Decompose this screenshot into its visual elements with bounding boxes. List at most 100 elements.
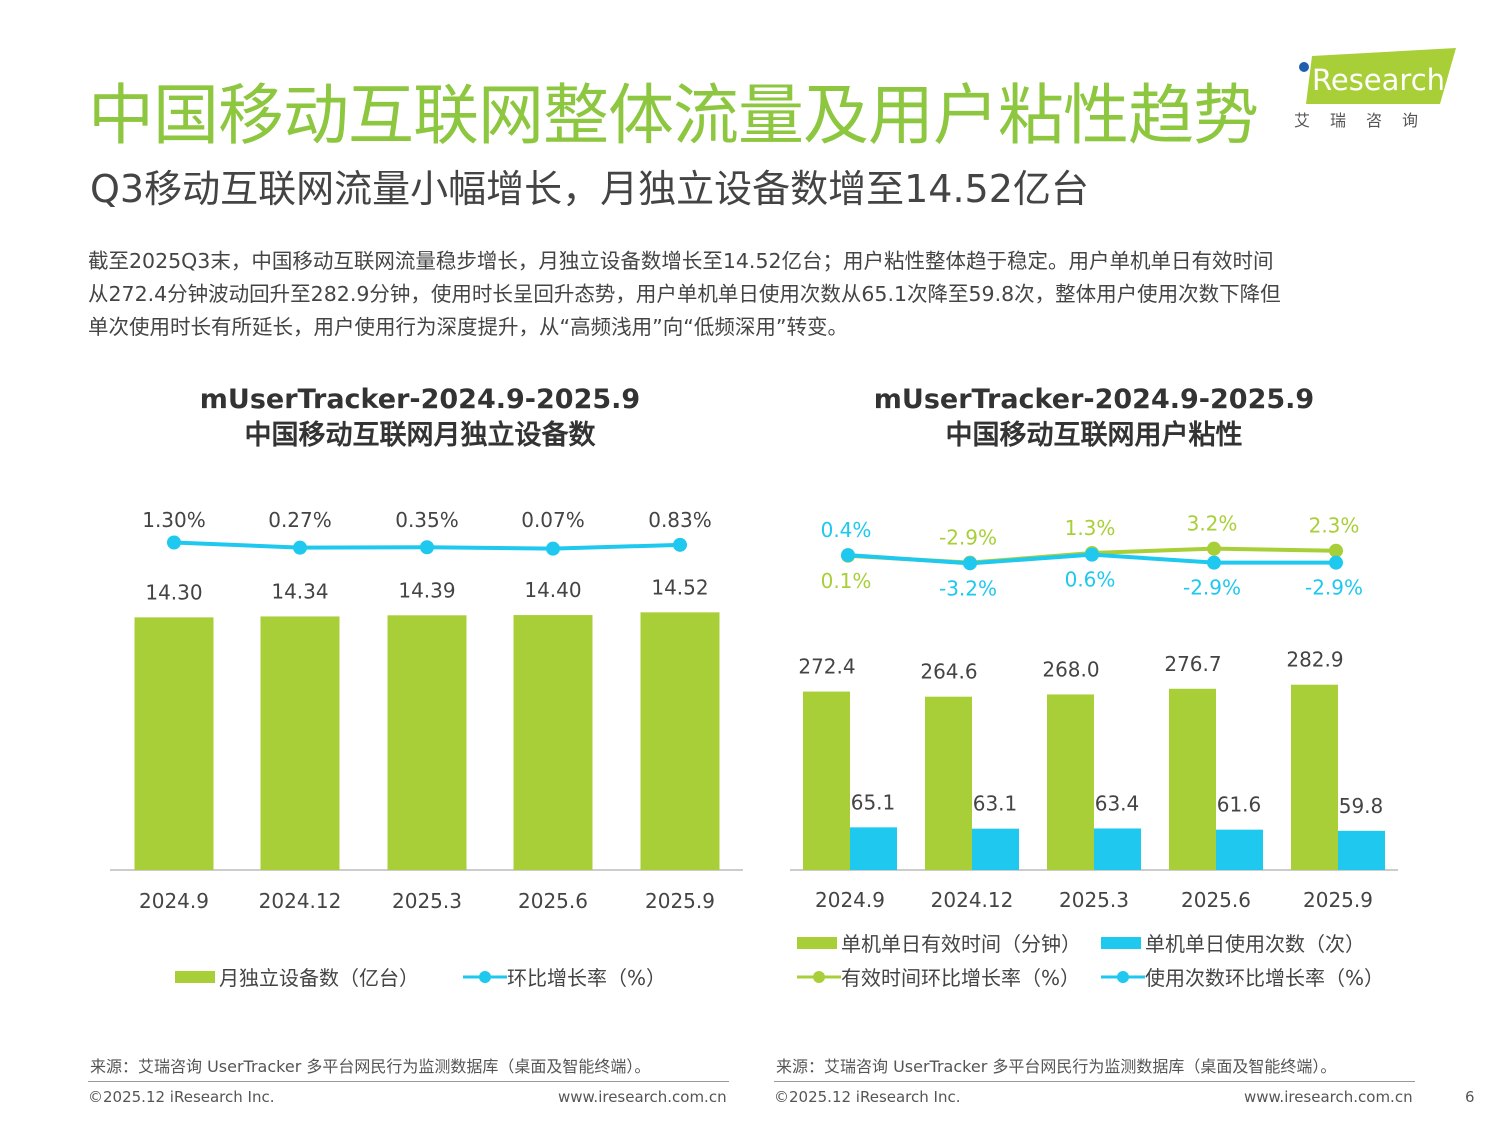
growth-point	[841, 548, 855, 563]
bar-swatch-icon	[1101, 936, 1141, 949]
x-tick-label: 2025.9	[645, 889, 715, 913]
legend-count: 单机单日使用次数（次）	[1101, 928, 1365, 957]
growth-label: 3.2%	[1187, 512, 1238, 536]
bar-devices	[134, 617, 214, 870]
growth-point	[1329, 555, 1343, 570]
bar-swatch-icon	[797, 936, 837, 949]
bar-value-label: 264.6	[920, 660, 977, 684]
bar-value-label: 63.1	[973, 792, 1018, 816]
legend-growth: 环比增长率（%）	[463, 962, 666, 991]
bar-value-label: 65.1	[851, 790, 896, 814]
footer-divider	[774, 1081, 1415, 1082]
copyright-right: ©2025.12 iResearch Inc.	[774, 1088, 961, 1106]
growth-label: 2.3%	[1309, 514, 1360, 538]
x-tick-label: 2025.6	[1181, 888, 1251, 912]
growth-point	[1207, 555, 1221, 570]
x-tick-label: 2025.3	[392, 889, 462, 913]
bar-value-label: 14.52	[651, 575, 708, 599]
x-tick-label: 2024.12	[931, 888, 1014, 912]
x-tick-label: 2024.9	[139, 889, 209, 913]
page-title: 中国移动互联网整体流量及用户粘性趋势	[88, 77, 1259, 154]
right-chart-title: mUserTracker-2024.9-2025.9 中国移动互联网用户粘性	[774, 382, 1414, 454]
bar-value-label: 14.39	[398, 578, 455, 602]
legend-count-growth: 使用次数环比增长率（%）	[1101, 962, 1384, 991]
growth-point	[1207, 541, 1221, 556]
bar-devices	[640, 612, 720, 870]
bar-value-label: 61.6	[1217, 793, 1262, 817]
line-marker-icon	[463, 970, 507, 983]
bar-usage-count	[1094, 828, 1141, 870]
line-marker-icon	[797, 970, 841, 983]
bar-value-label: 276.7	[1164, 652, 1221, 676]
bar-value-label: 14.30	[145, 580, 202, 604]
growth-label: 1.30%	[142, 508, 206, 532]
growth-label: 0.35%	[395, 508, 459, 532]
growth-label: -3.2%	[939, 576, 997, 600]
bar-effective-time	[1169, 688, 1216, 870]
bar-usage-count	[1338, 830, 1385, 870]
x-tick-label: 2025.9	[1303, 888, 1373, 912]
bar-value-label: 282.9	[1286, 648, 1343, 672]
growth-label: -2.9%	[939, 526, 997, 550]
copyright-left: ©2025.12 iResearch Inc.	[88, 1088, 275, 1106]
url-right[interactable]: www.iresearch.com.cn	[1244, 1088, 1413, 1106]
growth-point	[1329, 543, 1343, 558]
legend-time-growth: 有效时间环比增长率（%）	[797, 962, 1080, 991]
bar-value-label: 63.4	[1095, 791, 1140, 815]
growth-label: 1.3%	[1065, 516, 1116, 540]
growth-label: 0.6%	[1065, 568, 1116, 592]
bar-effective-time	[1291, 684, 1338, 870]
bar-value-label: 272.4	[798, 655, 855, 679]
bar-value-label: 14.40	[524, 578, 581, 602]
growth-label: 0.27%	[268, 508, 332, 532]
legend-label: 月独立设备数（亿台）	[219, 966, 419, 990]
source-right: 来源：艾瑞咨询 UserTracker 多平台网民行为监测数据库（桌面及智能终端…	[776, 1057, 1337, 1076]
growth-point	[673, 537, 687, 552]
bar-value-label: 268.0	[1042, 657, 1099, 681]
right-chart-title-line1: mUserTracker-2024.9-2025.9	[873, 384, 1315, 415]
bar-usage-count	[1216, 829, 1263, 870]
left-chart-title: mUserTracker-2024.9-2025.9 中国移动互联网月独立设备数	[100, 382, 740, 454]
growth-point	[167, 535, 181, 550]
footer-divider	[88, 1081, 729, 1082]
summary-line-1: 截至2025Q3末，中国移动互联网流量稳步增长，月独立设备数增长至14.52亿台…	[88, 249, 1274, 273]
growth-label: -2.9%	[1305, 576, 1363, 600]
bar-devices	[513, 615, 593, 870]
x-tick-label: 2025.6	[518, 889, 588, 913]
bar-value-label: 14.34	[271, 579, 328, 603]
growth-label: 0.4%	[821, 518, 872, 542]
growth-point	[963, 556, 977, 571]
x-tick-label: 2025.3	[1059, 888, 1129, 912]
bar-effective-time	[803, 691, 850, 870]
source-left: 来源：艾瑞咨询 UserTracker 多平台网民行为监测数据库（桌面及智能终端…	[90, 1057, 651, 1076]
bar-devices	[260, 616, 340, 870]
legend-label: 环比增长率（%）	[507, 966, 667, 990]
bar-effective-time	[925, 696, 972, 870]
left-chart-title-line1: mUserTracker-2024.9-2025.9	[199, 384, 641, 415]
growth-point	[1085, 547, 1099, 562]
bar-devices	[387, 615, 467, 870]
bar-usage-count	[850, 827, 897, 870]
x-tick-label: 2024.9	[815, 888, 885, 912]
url-left[interactable]: www.iresearch.com.cn	[558, 1088, 727, 1106]
legend-devices: 月独立设备数（亿台）	[175, 962, 419, 991]
bar-usage-count	[972, 828, 1019, 870]
bar-swatch-icon	[175, 970, 215, 983]
bar-effective-time	[1047, 694, 1094, 870]
x-tick-label: 2024.12	[259, 889, 342, 913]
iresearch-logo: Research 艾瑞咨询	[1290, 48, 1460, 138]
line-marker-icon	[1101, 970, 1145, 983]
growth-point	[293, 540, 307, 555]
subtitle: Q3移动互联网流量小幅增长，月独立设备数增至14.52亿台	[90, 167, 1089, 211]
legend-label: 有效时间环比增长率（%）	[841, 966, 1081, 990]
bar-value-label: 59.8	[1339, 794, 1384, 818]
legend-label: 单机单日有效时间（分钟）	[841, 932, 1081, 956]
growth-label: 0.1%	[821, 569, 872, 593]
svg-text:Research: Research	[1312, 63, 1445, 97]
svg-text:艾瑞咨询: 艾瑞咨询	[1294, 111, 1438, 130]
growth-point	[546, 541, 560, 556]
summary-line-2: 从272.4分钟波动回升至282.9分钟，使用时长呈回升态势，用户单机单日使用次…	[88, 282, 1281, 306]
growth-label: 0.07%	[521, 508, 585, 532]
growth-label: -2.9%	[1183, 576, 1241, 600]
